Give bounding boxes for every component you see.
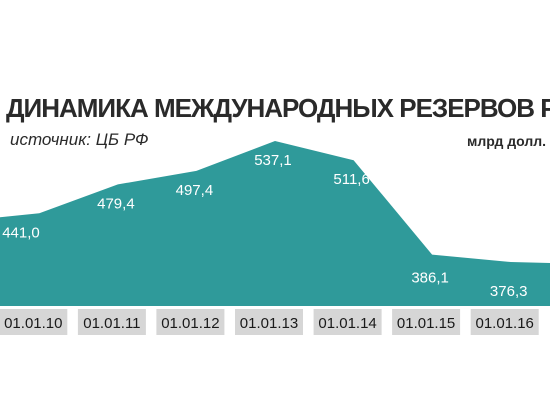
value-label: 479,4 [97, 195, 135, 212]
tick-label: 01.01.15 [397, 315, 455, 332]
tick-label: 01.01.14 [318, 315, 376, 332]
tick-label: 01.01.11 [83, 315, 140, 332]
tick-box [235, 309, 303, 335]
tick-label: 01.01.13 [240, 315, 298, 332]
chart-source: источник: ЦБ РФ [10, 130, 149, 149]
tick-box [156, 309, 225, 335]
tick-box [0, 309, 68, 335]
tick-box [77, 309, 146, 335]
tick-label: 01.01.12 [161, 315, 219, 332]
x-axis-ticks: 01.01.10 01.01.11 01.01.12 01.01.13 01.01.14… [0, 309, 539, 335]
value-label: 537,1 [254, 152, 292, 169]
value-label: 376,3 [490, 283, 528, 300]
chart-title: ДИНАМИКА МЕЖДУНАРОДНЫХ РЕЗЕРВОВ РОССИИ [6, 93, 550, 123]
value-labels: 441,0 479,4 497,4 537,1 511,6 386,1 376,3 [2, 152, 527, 300]
unit-label: млрд долл. [467, 133, 546, 149]
reserves-area [0, 141, 550, 306]
value-label: 497,4 [176, 182, 214, 199]
tick-box [392, 309, 461, 335]
tick-label: 01.01.10 [4, 315, 62, 332]
value-label: 386,1 [411, 270, 449, 287]
tick-box [470, 309, 539, 335]
value-label: 511,6 [333, 171, 369, 188]
tick-box [313, 309, 382, 335]
tick-label: 01.01.16 [476, 315, 534, 332]
value-label: 441,0 [2, 224, 40, 241]
